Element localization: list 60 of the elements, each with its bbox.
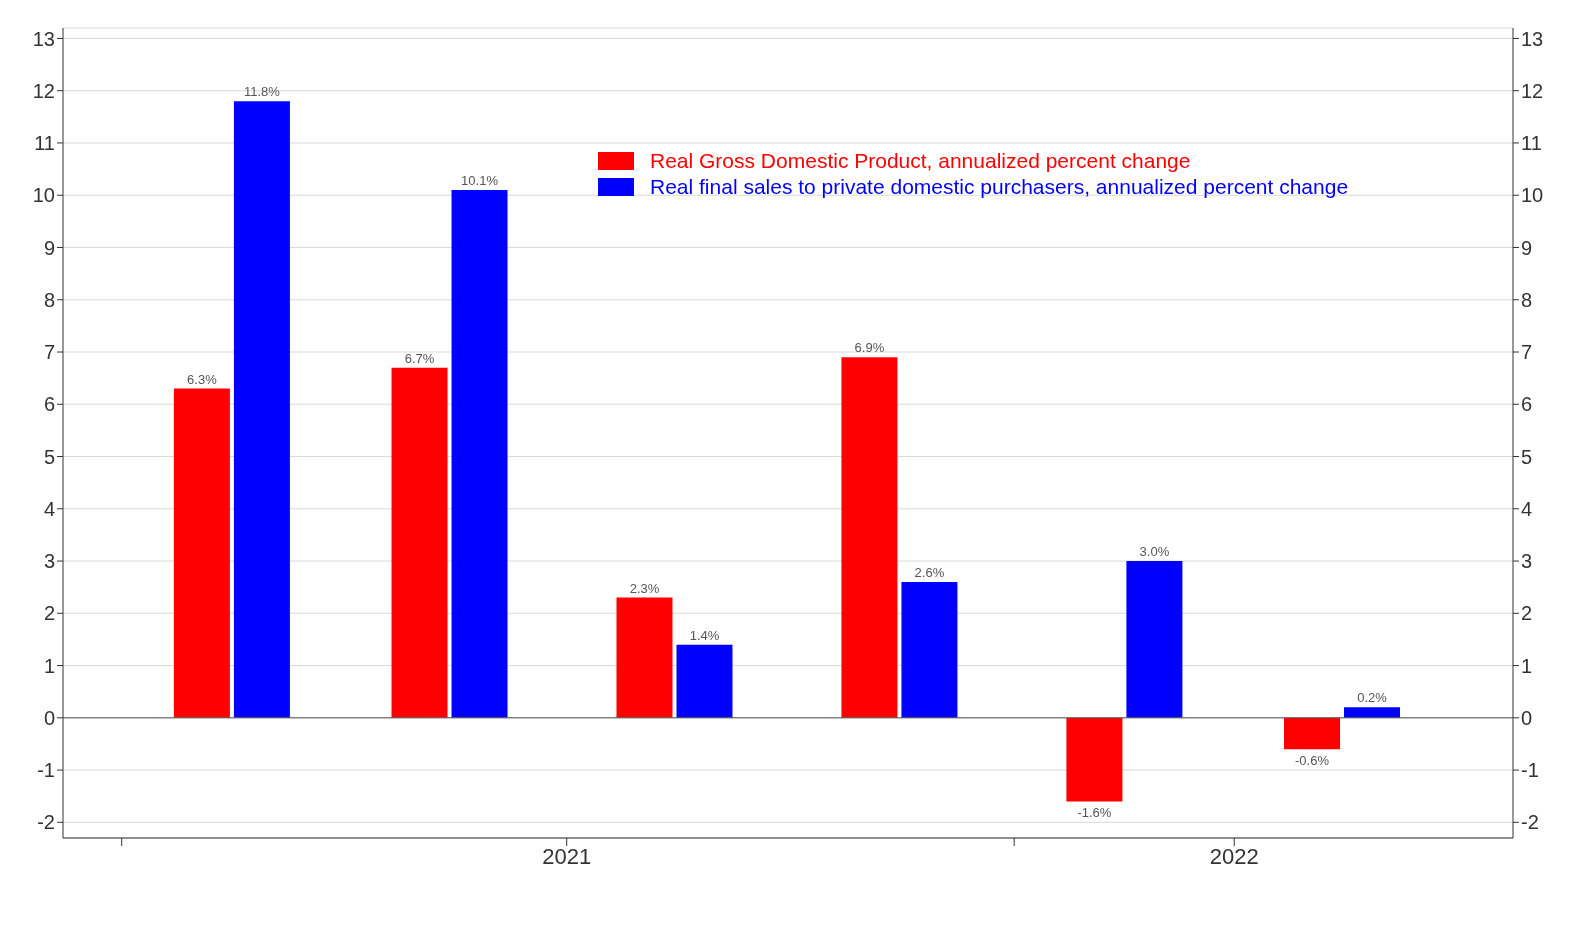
y2-tick-label: 0 xyxy=(1521,706,1533,729)
data-label: 11.8% xyxy=(243,84,281,100)
y-tick-label: 12 xyxy=(32,79,55,102)
y-tick-label: 13 xyxy=(32,27,55,50)
bar xyxy=(451,190,508,718)
data-label: -1.6% xyxy=(1077,805,1112,821)
bar xyxy=(676,644,733,718)
x-tick-label: 2021 xyxy=(542,843,592,869)
y2-tick-label: 4 xyxy=(1521,497,1533,520)
y2-tick-label: 5 xyxy=(1521,445,1533,468)
y-tick-label: 9 xyxy=(43,236,55,259)
x-tick-label: 2022 xyxy=(1209,843,1259,869)
data-label: 0.2% xyxy=(1357,690,1388,706)
y-tick-label: 10 xyxy=(32,184,55,207)
y2-tick-label: -1 xyxy=(1521,759,1539,782)
data-label: 10.1% xyxy=(461,173,499,188)
y-tick-label: 5 xyxy=(43,445,55,468)
bar xyxy=(1344,707,1401,718)
y2-tick-label: 8 xyxy=(1521,288,1533,311)
data-label: 6.9% xyxy=(854,340,885,356)
y-tick-label: 7 xyxy=(43,341,55,364)
y2-tick-label: 6 xyxy=(1521,393,1533,416)
data-label: 1.4% xyxy=(689,627,720,643)
y2-tick-label: 11 xyxy=(1521,132,1542,155)
bar xyxy=(841,357,898,718)
y-tick-label: 4 xyxy=(43,497,55,520)
y2-tick-label: 7 xyxy=(1521,341,1533,364)
bar xyxy=(233,101,290,718)
y-tick-label: 0 xyxy=(43,706,55,729)
y2-tick-label: 10 xyxy=(1521,184,1544,207)
data-label: 2.6% xyxy=(914,564,945,580)
data-label: 2.3% xyxy=(629,580,660,596)
y2-tick-label: 2 xyxy=(1521,602,1533,625)
y2-tick-label: 9 xyxy=(1521,236,1533,259)
bar xyxy=(1066,717,1123,802)
bar xyxy=(391,367,448,718)
y-tick-label: 11 xyxy=(34,132,55,155)
bar xyxy=(616,597,673,718)
y-tick-label: 3 xyxy=(43,550,55,573)
y2-tick-label: -2 xyxy=(1521,811,1539,834)
y-tick-label: -1 xyxy=(37,759,55,782)
data-label: 6.3% xyxy=(187,371,218,387)
y2-tick-label: 12 xyxy=(1521,79,1544,102)
bar xyxy=(1126,561,1183,718)
y-tick-label: 8 xyxy=(43,288,55,311)
data-label: 3.0% xyxy=(1139,544,1170,560)
bar xyxy=(901,581,958,718)
y-tick-label: 1 xyxy=(43,654,55,677)
y-tick-label: 2 xyxy=(43,602,55,625)
legend-label: Real final sales to private domestic purchasers, annualized percent change xyxy=(650,174,1349,200)
y2-tick-label: 3 xyxy=(1521,550,1533,573)
y2-tick-label: 13 xyxy=(1521,27,1544,50)
y-tick-label: 6 xyxy=(43,393,55,416)
legend-label: Real Gross Domestic Product, annualized percent change xyxy=(650,148,1191,174)
y2-tick-label: 1 xyxy=(1521,654,1533,677)
data-label: 6.7% xyxy=(404,350,435,366)
bar xyxy=(173,388,230,718)
data-label: -0.6% xyxy=(1295,753,1330,769)
y-tick-label: -2 xyxy=(37,811,55,834)
bar xyxy=(1284,717,1341,750)
